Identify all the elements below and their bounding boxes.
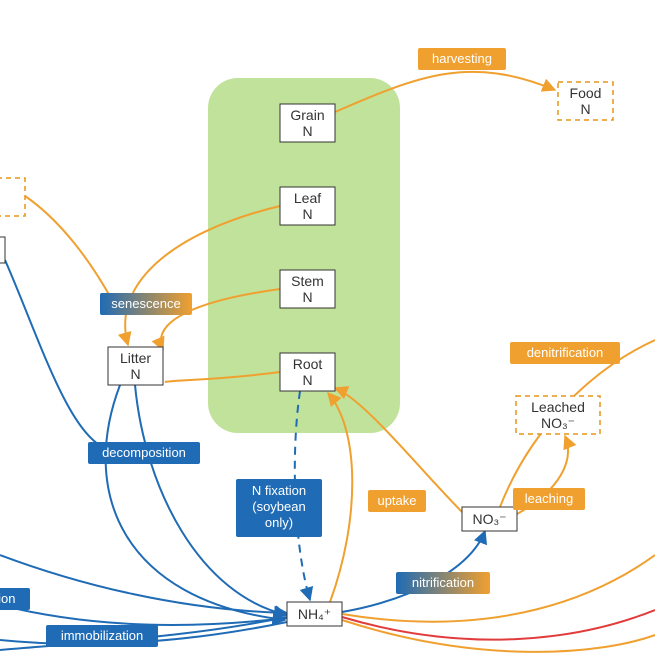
svg-text:senescence: senescence xyxy=(111,296,180,311)
svg-text:immobilization: immobilization xyxy=(61,628,143,643)
svg-text:only): only) xyxy=(265,515,293,530)
svg-text:Grain: Grain xyxy=(290,107,324,123)
svg-text:nitrification: nitrification xyxy=(412,575,474,590)
node-leached: LeachedNO₃⁻ xyxy=(516,396,600,434)
svg-text:N: N xyxy=(302,372,312,388)
edge-cut-top-orange xyxy=(25,196,112,300)
node-grain: GrainN xyxy=(280,104,335,142)
edge-nh4-no3 xyxy=(342,531,485,612)
label-decomposition: decomposition xyxy=(88,442,200,464)
svg-text:N: N xyxy=(130,366,140,382)
label-immobilization: immobilization xyxy=(46,625,158,647)
svg-text:N: N xyxy=(302,123,312,139)
svg-text:(soybean: (soybean xyxy=(252,499,305,514)
edge-cut-blue-down xyxy=(5,260,110,450)
svg-text:N: N xyxy=(302,206,312,222)
svg-text:leaching: leaching xyxy=(525,491,573,506)
label-leaching: leaching xyxy=(513,488,585,510)
node-litter: LitterN xyxy=(108,347,163,385)
node-root: RootN xyxy=(280,353,335,391)
label-senescence: senescence xyxy=(100,293,192,315)
node-no3: NO₃⁻ xyxy=(462,507,517,531)
edge-blue-left-1 xyxy=(0,555,287,613)
svg-text:Litter: Litter xyxy=(120,350,151,366)
node-stem: StemN xyxy=(280,270,335,308)
node-food: FoodN xyxy=(558,82,613,120)
svg-text:N: N xyxy=(302,289,312,305)
svg-text:NO₃⁻: NO₃⁻ xyxy=(472,511,506,527)
label-harvesting: harvesting xyxy=(418,48,506,70)
svg-text:NO₃⁻: NO₃⁻ xyxy=(541,415,575,431)
svg-text:uptake: uptake xyxy=(377,493,416,508)
svg-text:harvesting: harvesting xyxy=(432,51,492,66)
edge-blue-left-2 xyxy=(0,605,287,625)
svg-text:Root: Root xyxy=(293,356,323,372)
label-uptake: uptake xyxy=(368,490,426,512)
svg-text:N: N xyxy=(580,101,590,117)
svg-text:tion: tion xyxy=(0,591,15,606)
edge-denitr-long xyxy=(342,555,655,622)
node-cut1 xyxy=(0,178,25,216)
node-cut_blue xyxy=(0,237,5,263)
svg-text:Leaf: Leaf xyxy=(294,190,321,206)
label-tion_cut: tion xyxy=(0,588,30,610)
svg-text:denitrification: denitrification xyxy=(527,345,604,360)
svg-text:Leached: Leached xyxy=(531,399,585,415)
label-n_fixation: N fixation(soybeanonly) xyxy=(236,479,322,537)
svg-text:Food: Food xyxy=(570,85,602,101)
label-denitrification: denitrification xyxy=(510,342,620,364)
svg-text:N fixation: N fixation xyxy=(252,483,306,498)
node-leaf: LeafN xyxy=(280,187,335,225)
label-nitrification: nitrification xyxy=(396,572,490,594)
svg-text:decomposition: decomposition xyxy=(102,445,186,460)
svg-text:NH₄⁺: NH₄⁺ xyxy=(298,606,331,622)
svg-text:Stem: Stem xyxy=(291,273,324,289)
edge-red-curve xyxy=(342,610,655,640)
node-nh4: NH₄⁺ xyxy=(287,602,342,626)
